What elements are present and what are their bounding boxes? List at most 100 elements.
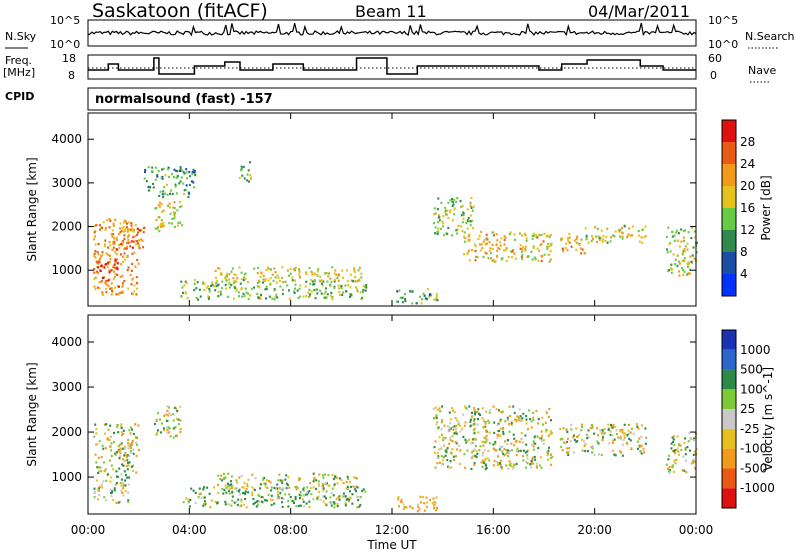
scatter-cell bbox=[164, 192, 167, 195]
scatter-cell bbox=[99, 466, 102, 469]
scatter-cell bbox=[432, 497, 435, 500]
scatter-cell bbox=[208, 287, 211, 291]
scatter-cell bbox=[456, 197, 459, 200]
scatter-cell bbox=[477, 408, 480, 411]
scatter-cell bbox=[244, 287, 247, 290]
scatter-cell bbox=[448, 442, 451, 445]
scatter-cell bbox=[511, 256, 513, 259]
scatter-cell bbox=[246, 281, 249, 284]
scatter-cell bbox=[107, 262, 110, 265]
scatter-cell bbox=[308, 500, 311, 503]
scatter-cell bbox=[462, 211, 465, 214]
scatter-cell bbox=[693, 450, 696, 453]
scatter-cell bbox=[179, 419, 182, 422]
scatter-cell bbox=[673, 450, 675, 453]
scatter-cell bbox=[441, 433, 443, 436]
power-colorbar-swatch bbox=[722, 164, 736, 186]
velocity-colorbar-swatch bbox=[722, 330, 736, 350]
scatter-cell bbox=[540, 466, 543, 469]
scatter-cell bbox=[319, 280, 322, 283]
scatter-cell bbox=[519, 244, 522, 247]
scatter-cell bbox=[678, 262, 681, 265]
scatter-cell bbox=[327, 474, 330, 477]
power-colorbar-frame bbox=[721, 119, 737, 297]
scatter-cell bbox=[638, 437, 641, 440]
scatter-cell bbox=[127, 500, 130, 504]
scatter-cell bbox=[457, 421, 460, 424]
scatter-cell bbox=[481, 459, 484, 462]
scatter-cell bbox=[298, 287, 301, 290]
scatter-cell bbox=[525, 418, 528, 421]
scatter-cell bbox=[683, 441, 686, 445]
scatter-cell bbox=[185, 184, 188, 187]
scatter-cell bbox=[607, 428, 610, 431]
scatter-cell bbox=[668, 470, 670, 473]
scatter-cell bbox=[172, 436, 175, 439]
scatter-cell bbox=[213, 486, 216, 489]
scatter-cell bbox=[347, 284, 349, 287]
scatter-cell bbox=[522, 459, 525, 462]
scatter-cell bbox=[441, 405, 444, 408]
scatter-cell bbox=[510, 250, 513, 253]
scatter-cell bbox=[331, 298, 334, 301]
scatter-cell bbox=[411, 290, 414, 293]
scatter-cell bbox=[132, 240, 135, 243]
scatter-cell bbox=[211, 281, 214, 285]
scatter-cell bbox=[243, 177, 246, 180]
scatter-cell bbox=[340, 285, 343, 288]
scatter-cell bbox=[590, 239, 593, 242]
scatter-cell bbox=[622, 443, 625, 446]
scatter-cell bbox=[98, 224, 101, 227]
scatter-cell bbox=[214, 269, 217, 272]
scatter-cell bbox=[227, 282, 230, 285]
scatter-cell bbox=[344, 284, 347, 287]
scatter-cell bbox=[549, 234, 552, 237]
scatter-cell bbox=[123, 252, 126, 255]
x-tick-label: 16:00 bbox=[476, 523, 511, 537]
scatter-cell bbox=[402, 503, 405, 506]
scatter-cell bbox=[217, 474, 220, 477]
scatter-cell bbox=[99, 281, 102, 284]
scatter-cell bbox=[669, 267, 672, 270]
scatter-cell bbox=[453, 432, 456, 435]
scatter-cell bbox=[114, 286, 116, 289]
scatter-cell bbox=[236, 481, 239, 484]
scatter-cell bbox=[120, 242, 123, 245]
scatter-cell bbox=[175, 170, 178, 173]
scatter-cell bbox=[123, 230, 125, 233]
scatter-cell bbox=[492, 231, 495, 234]
scatter-cell bbox=[138, 239, 141, 242]
scatter-cell bbox=[513, 437, 516, 440]
scatter-cell bbox=[671, 466, 674, 469]
scatter-cell bbox=[469, 205, 472, 208]
scatter-cell bbox=[159, 418, 161, 421]
scatter-cell bbox=[190, 487, 193, 490]
scatter-cell bbox=[325, 272, 328, 275]
scatter-cell bbox=[129, 446, 132, 449]
scatter-cell bbox=[468, 438, 471, 441]
scatter-cell bbox=[202, 488, 205, 491]
scatter-cell bbox=[495, 244, 498, 247]
scatter-cell bbox=[645, 436, 648, 439]
scatter-cell bbox=[230, 270, 233, 273]
scatter-cell bbox=[156, 174, 159, 177]
scatter-cell bbox=[125, 454, 128, 457]
scatter-cell bbox=[467, 234, 470, 237]
scatter-cell bbox=[435, 293, 438, 296]
scatter-cell bbox=[464, 466, 467, 469]
scatter-cell bbox=[137, 229, 140, 232]
scatter-cell bbox=[104, 447, 107, 450]
scatter-cell bbox=[592, 237, 594, 240]
scatter-cell bbox=[105, 423, 108, 426]
scatter-cell bbox=[610, 425, 613, 428]
cpid-frame bbox=[87, 87, 697, 111]
scatter-cell bbox=[499, 418, 502, 421]
scatter-cell bbox=[180, 295, 183, 298]
scatter-cell bbox=[435, 415, 438, 418]
x-tick-label: 00:00 bbox=[71, 523, 106, 537]
scatter-cell bbox=[97, 242, 100, 246]
scatter-cell bbox=[532, 411, 535, 414]
scatter-cell bbox=[100, 254, 103, 257]
scatter-cell bbox=[684, 453, 687, 456]
nsky-label: N.Sky bbox=[5, 30, 37, 43]
